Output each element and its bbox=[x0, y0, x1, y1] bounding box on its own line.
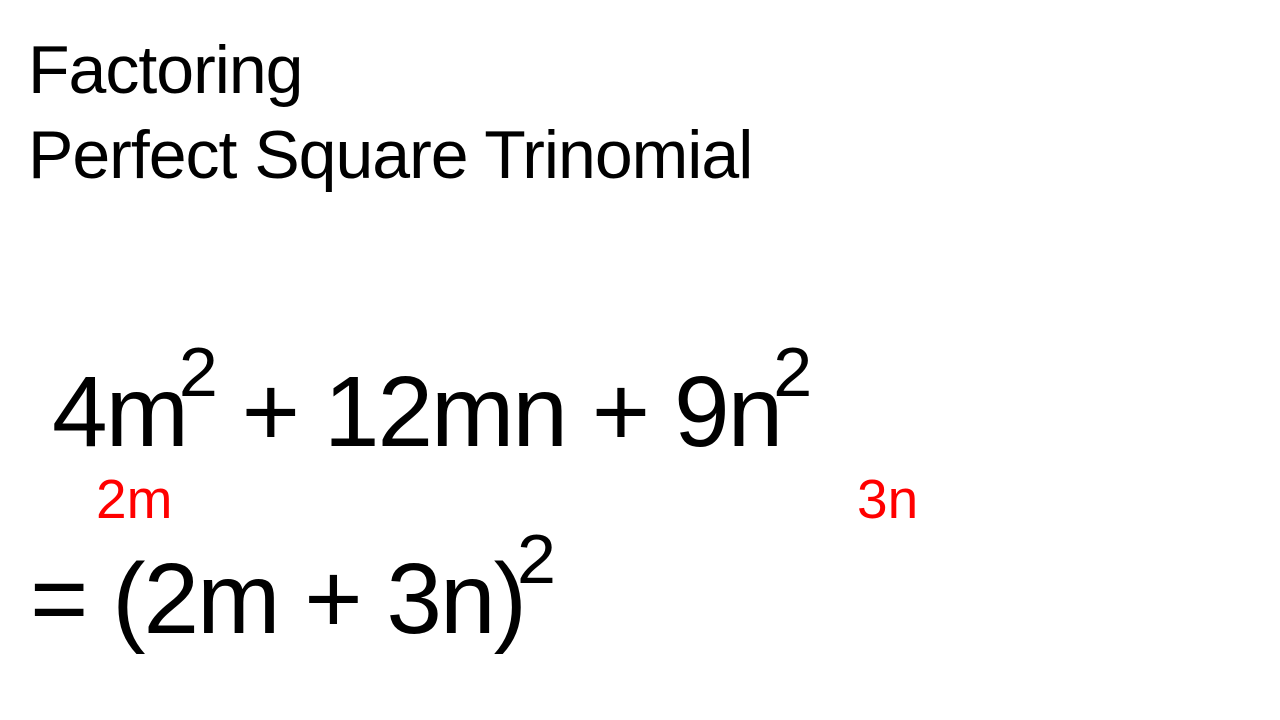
operator-plus-1: + bbox=[216, 356, 324, 468]
title-line-1: Factoring bbox=[28, 28, 752, 113]
term3-exponent: 2 bbox=[773, 333, 810, 411]
term3-base: 9n bbox=[674, 356, 781, 468]
open-paren: ( bbox=[112, 543, 143, 655]
operator-plus-2: + bbox=[566, 356, 674, 468]
result-exponent: 2 bbox=[517, 520, 554, 598]
result-operator: + bbox=[278, 543, 386, 655]
factored-result: = (2m + 3n)2 bbox=[30, 542, 554, 657]
annotation-first-root: 2m bbox=[96, 467, 172, 531]
term1-exponent: 2 bbox=[179, 333, 216, 411]
equals-sign: = bbox=[30, 543, 112, 655]
result-term2: 3n bbox=[386, 543, 493, 655]
title-line-2: Perfect Square Trinomial bbox=[28, 113, 752, 198]
term2: 12mn bbox=[324, 356, 566, 468]
title-block: Factoring Perfect Square Trinomial bbox=[28, 28, 752, 198]
term1-base: 4m bbox=[52, 356, 187, 468]
trinomial-expression: 4m2 + 12mn + 9n2 bbox=[52, 355, 810, 470]
result-term1: 2m bbox=[144, 543, 279, 655]
annotation-second-root: 3n bbox=[857, 467, 918, 531]
